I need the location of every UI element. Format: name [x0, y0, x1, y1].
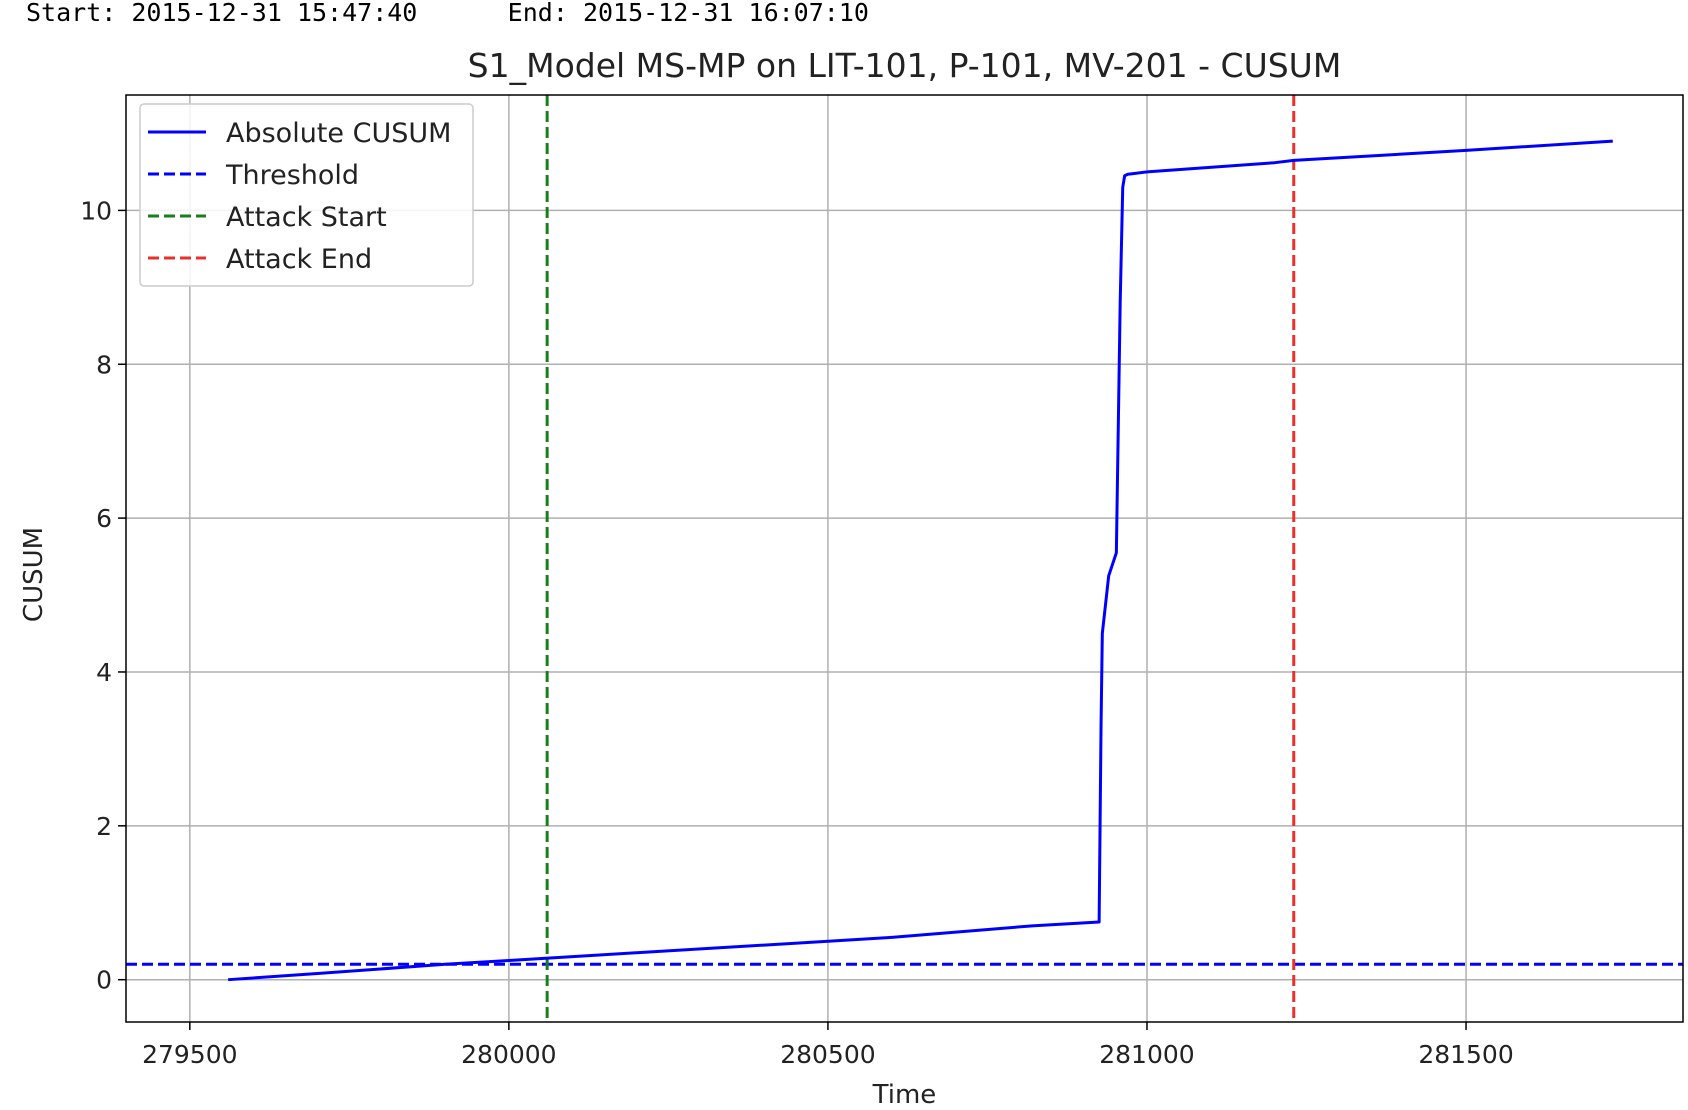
end-value: 2015-12-31 16:07:10	[582, 0, 869, 27]
plot-frame	[125, 94, 1684, 1023]
x-tick-label: 281500	[1418, 1040, 1513, 1069]
y-tick-label: 0	[96, 966, 112, 995]
series-layer	[227, 139, 1613, 982]
x-tick-label: 279500	[142, 1040, 237, 1069]
reference-lines	[126, 95, 1683, 1022]
y-tick-label: 8	[96, 350, 112, 379]
x-tick-label: 281000	[1099, 1040, 1194, 1069]
y-tick-label: 4	[96, 658, 112, 687]
absolute-cusum-line	[227, 139, 1613, 982]
y-tick-label: 10	[80, 196, 112, 225]
legend-box	[139, 103, 474, 287]
legend: Absolute CUSUM Threshold Attack Start Attac…	[139, 103, 474, 287]
legend-label: Threshold	[225, 160, 359, 191]
x-tick-label: 280000	[461, 1040, 556, 1069]
x-axis-title: Time	[872, 1080, 937, 1110]
y-tick-label: 2	[96, 812, 112, 841]
legend-label: Attack Start	[226, 202, 387, 233]
time-range-header: Start: 2015-12-31 15:47:40 End: 2015-12-…	[26, 0, 869, 27]
start-value: 2015-12-31 15:47:40	[131, 0, 418, 27]
y-axis-title: CUSUM	[19, 527, 49, 622]
end-label: End:	[507, 0, 568, 27]
y-tick-label: 6	[96, 504, 112, 533]
legend-label: Attack End	[226, 244, 372, 275]
chart-title: S1_Model MS-MP on LIT-101, P-101, MV-201…	[468, 46, 1342, 85]
x-tick-label: 280500	[780, 1040, 875, 1069]
legend-label: Absolute CUSUM	[226, 118, 451, 149]
start-label: Start:	[26, 0, 117, 27]
axis-ticks: 279500 280000 280500 281000 281500 0 2 4 6 8 10	[80, 196, 1514, 1069]
